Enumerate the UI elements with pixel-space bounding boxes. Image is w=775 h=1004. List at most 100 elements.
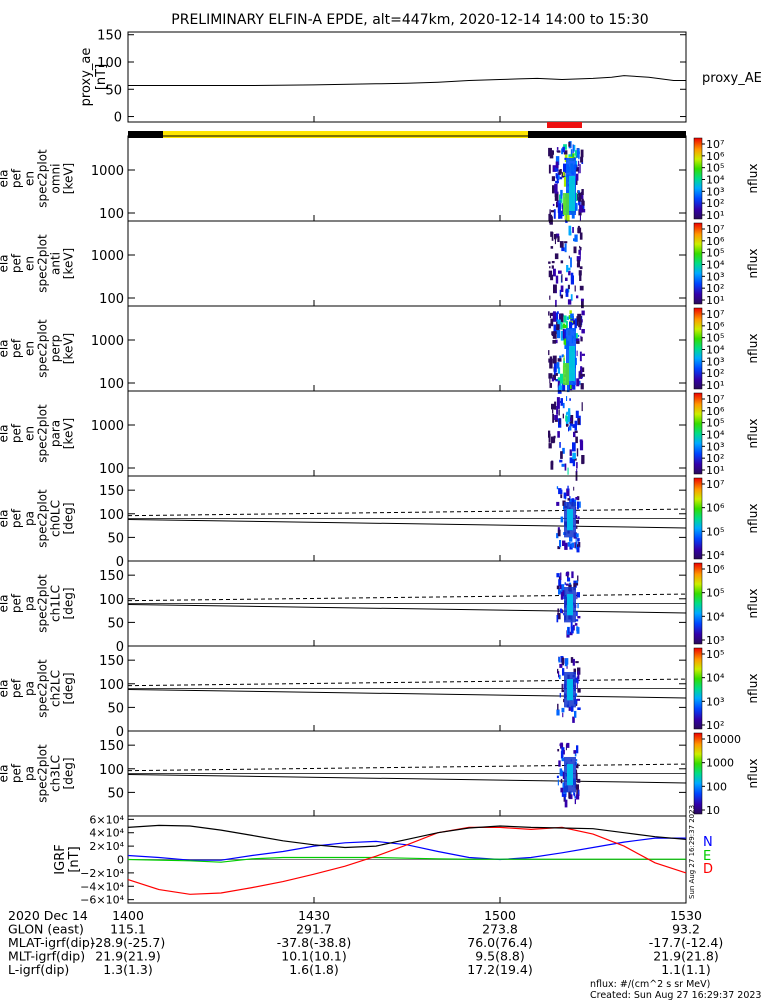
spectrogram-pixel [577,671,580,680]
loss-cone-upper-line [127,593,687,602]
ytick-label: 150 [99,569,124,584]
ytick-label: 150 [99,739,124,754]
spectrogram-pixel [576,378,580,387]
ytick-label: 100 [97,56,122,71]
spectrogram-pixel [580,335,582,339]
colorbar-tick-label: 10⁴ [706,429,725,442]
colorbar-tick-label: 10⁵ [706,247,724,260]
spectrogram-pixel [559,768,563,776]
colorbar-tick-label: 10¹ [706,464,724,477]
colorbar-label-group: nflux [746,759,760,789]
spectrogram-pixel [563,612,565,616]
spectrogram-pixel [556,362,560,369]
ylabel-line: spec2plot [36,234,50,293]
spectrogram-pixel [564,339,567,346]
colorbar [693,477,703,560]
spectrogram-pixel [568,627,570,634]
spectrogram-pixel [574,178,578,185]
spectrogram-pixel [577,688,581,693]
spectrogram-pixel [580,383,584,390]
ylabel-line: spec2plot [36,149,50,208]
colorbar-tick-label: 10⁶ [706,563,725,576]
spectrogram-pixel [573,668,576,675]
colorbar-tick-label: 10⁴ [706,610,725,623]
axis-row-value: 1430 [298,908,330,923]
ylabel-line: en [23,256,37,271]
spectrogram-pixel [562,146,565,153]
axis-row-value: 1.6(1.8) [289,962,339,977]
spectrogram-pixel [559,355,562,359]
spectrogram-pixel [580,366,583,375]
spectrogram-pixel [577,778,581,783]
spectrogram-pixel [579,215,581,221]
colorbar-label: nflux [746,249,760,279]
ytick-label: 150 [99,484,124,499]
loss-cone-upper-line [127,508,687,517]
spectrogram-pixel [565,277,568,281]
spectrogram-pixel [562,782,565,790]
spectrogram-pixel [562,402,565,409]
spectrogram-pixel [581,189,584,195]
spectrogram-pixel [574,285,576,292]
spectrogram-pixel [577,667,581,675]
colorbar-tick-label: 10⁵ [706,587,724,600]
ylabel-line: ch0LC [49,500,63,537]
spectrogram-pixel [574,798,576,805]
colorbar-tick-label: 100 [706,780,727,793]
colorbar-tick-label: 1000 [706,757,734,770]
spectrogram-pixel [574,234,578,242]
ylabel-line: spec2plot [36,574,50,633]
colorbar-tick-label: 10⁶ [706,150,725,163]
spectrogram-pixel [549,377,551,384]
spectrogram-pixel [555,379,559,382]
spectrogram-pixel [569,457,574,464]
spectrogram-pixel [570,313,574,319]
spectrogram-pixel [550,358,553,363]
spectrogram-pixel [575,202,578,211]
spectrogram-pixel [569,449,572,456]
spectrogram-pixel [569,544,573,550]
axis-row-value: -17.7(-12.4) [649,935,723,950]
spectrogram-pixel [574,333,578,342]
spectrogram-pixel [576,580,578,584]
spectrogram-pixel [566,411,571,415]
ylabel-line: ela [0,169,11,187]
spectrogram-pixel [548,373,553,379]
spectrogram-pixel [575,153,578,158]
spectrogram-pixel [559,400,563,403]
spectrogram-pixel [580,298,584,302]
colorbar-label: nflux [746,334,760,364]
spectrogram-pixel [570,622,573,629]
spectrogram-pixel [555,339,558,344]
spectrogram-pixel [557,779,559,786]
spectrogram-pixel [573,144,576,152]
spectrogram-pixel [576,627,580,634]
spectrogram-pixel [548,323,551,329]
spectrogram-pixel [577,538,580,542]
spectrogram-pixel [552,165,557,172]
spectrogram-pixel [561,657,564,666]
spectrogram-pixel [581,198,584,203]
ytick-label: 2×10⁴ [89,840,124,853]
loss-cone-upper-line [127,763,687,772]
spectrogram-pixel [558,211,563,219]
ylabel-line: [keV] [62,163,76,194]
spectrogram-pixel [556,321,560,331]
proxy-ae-line [128,75,686,86]
panel-ylabel-group: ela pef en spec2plot omni [keV] [0,149,76,208]
spectrogram-pixel [577,313,582,322]
spectrogram-pixel [562,447,565,454]
spectrogram-pixel [581,367,585,372]
spectrogram-pixel [563,750,565,755]
igrf-series-line [127,826,687,895]
loss-cone-lower-line [127,603,687,614]
spectrogram-pixel [559,418,561,425]
spectrogram-pixel [566,423,569,427]
ytick-label: 100 [99,292,124,307]
spectrogram-pixel [554,414,558,420]
spectrogram-pixel [554,166,559,172]
loss-cone-lower-line [127,518,687,529]
spectrogram-pixel [555,373,558,376]
spectrogram-pixel [577,790,580,795]
spectrogram-pixel [575,533,579,538]
